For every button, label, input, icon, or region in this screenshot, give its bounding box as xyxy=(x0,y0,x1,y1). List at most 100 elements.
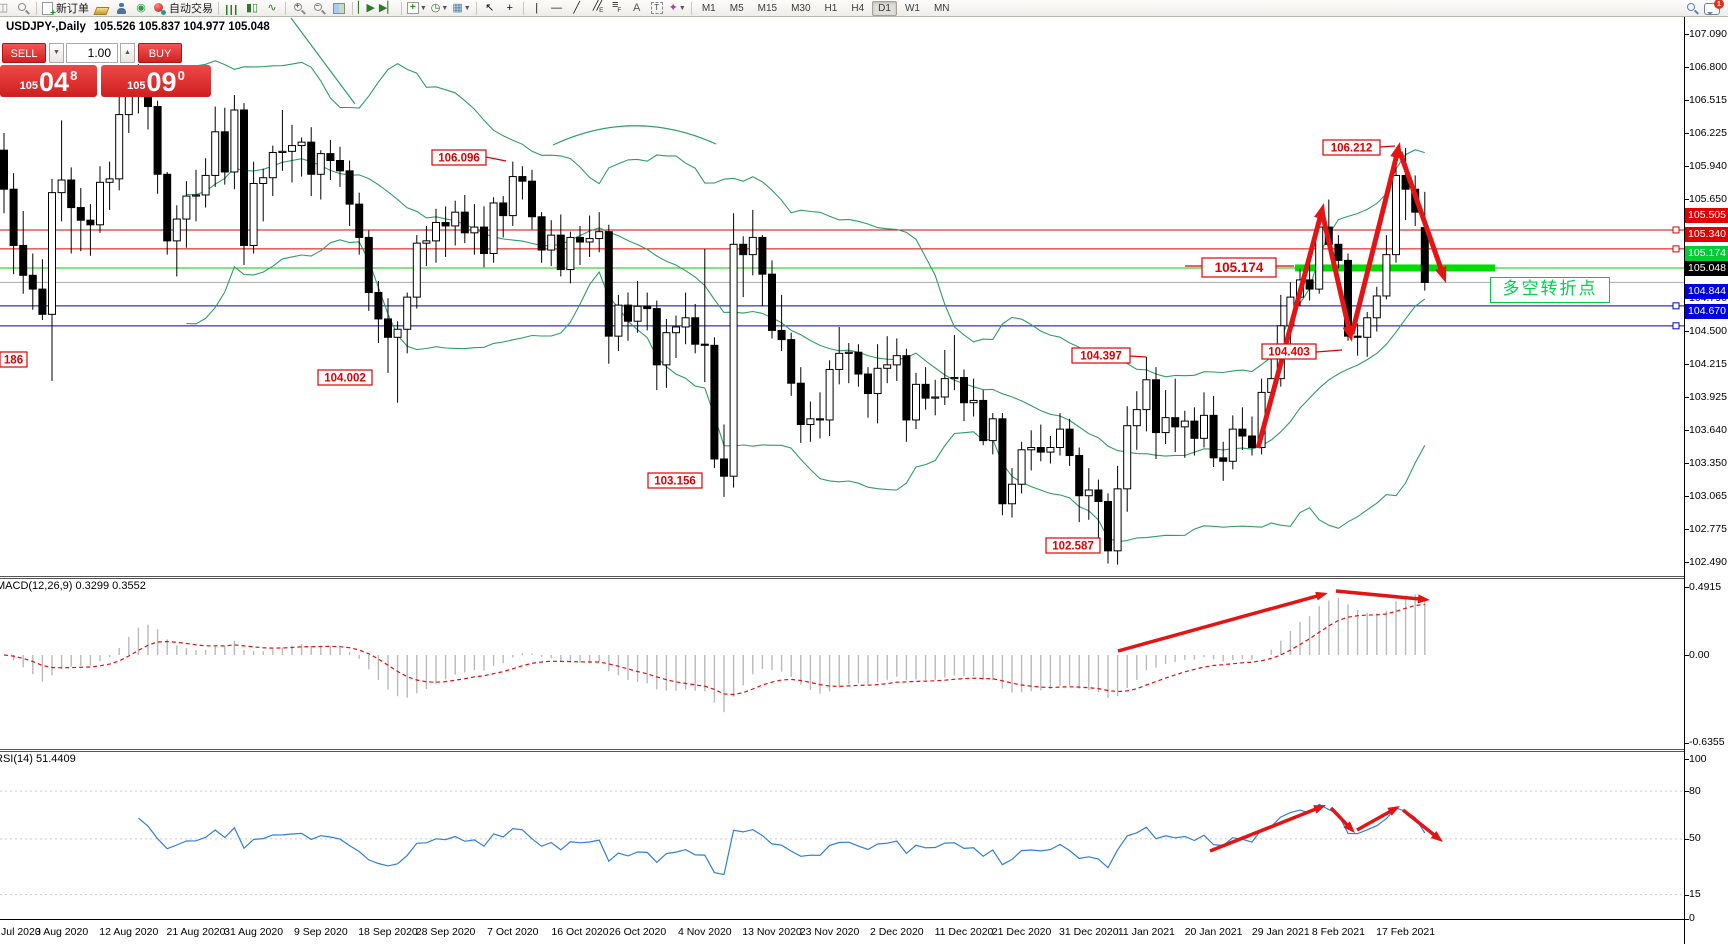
ask-price[interactable]: 105 09 0 xyxy=(101,65,211,97)
timeframe-mn[interactable]: MN xyxy=(933,2,950,14)
candle-body xyxy=(643,305,652,310)
volume-down-button[interactable]: ▼ xyxy=(49,43,64,63)
price-callout-102.587[interactable]: 102.587 xyxy=(1045,537,1101,554)
price-callout-104.002[interactable]: 104.002 xyxy=(317,369,373,386)
trend-arrow[interactable] xyxy=(1401,808,1439,839)
vertical-line-button[interactable]: | xyxy=(527,1,547,16)
volume-up-button[interactable]: ▲ xyxy=(120,43,135,63)
sell-button[interactable]: SELL xyxy=(2,43,46,63)
candle-body xyxy=(1392,174,1400,256)
date-label: 4 Nov 2020 xyxy=(677,926,732,938)
text-label-button[interactable]: T xyxy=(647,1,667,16)
crosshair-button[interactable]: + xyxy=(500,1,520,16)
bb-middle xyxy=(186,158,1426,457)
signal-button[interactable]: ◉ xyxy=(131,1,151,16)
timeframe-m30[interactable]: M30 xyxy=(791,2,811,14)
date-label: 9 Sep 2020 xyxy=(293,926,348,938)
new-order-button[interactable]: 新订单 xyxy=(40,1,91,19)
candle-body xyxy=(441,221,450,227)
autotrade-button[interactable]: 自动交易 xyxy=(151,1,215,16)
rsi-scale-label: 50 xyxy=(1689,832,1701,845)
chart-window-icon[interactable]: ◫ xyxy=(0,1,13,16)
candle-body xyxy=(1094,489,1103,502)
drawn-ellipse[interactable] xyxy=(552,125,717,146)
trend-arrow[interactable] xyxy=(1349,150,1401,335)
price-scale-label: 103.065 xyxy=(1689,489,1727,502)
candle-body xyxy=(595,231,604,240)
zoom-in-button[interactable]: + xyxy=(289,1,309,16)
timeframe-d1[interactable]: D1 xyxy=(872,0,897,16)
timeframe-m15[interactable]: M15 xyxy=(757,2,778,14)
candle-body xyxy=(662,332,671,366)
candle-body xyxy=(470,226,479,234)
templates-button[interactable]: ▦ ▼ xyxy=(450,1,472,16)
gold-button[interactable] xyxy=(91,1,111,16)
candle-body xyxy=(1056,428,1064,449)
volume-input[interactable] xyxy=(66,43,118,63)
candle-body xyxy=(374,292,383,320)
date-axis: Jul 2020 3 Aug 2020 12 Aug 2020 21 Aug 2020… xyxy=(0,920,1684,944)
buy-button[interactable]: BUY xyxy=(138,43,182,63)
trend-arrowhead xyxy=(1343,821,1355,833)
price-callout-105.174[interactable]: 105.174 xyxy=(1185,257,1294,278)
horizontal-line-button[interactable]: — xyxy=(547,1,567,16)
price-callout-106.096[interactable]: 106.096 xyxy=(431,149,507,166)
line-chart-icon: ∿ xyxy=(267,1,277,14)
candle-body xyxy=(1161,417,1170,434)
price-callout-104.403[interactable]: 104.403 xyxy=(1261,343,1343,360)
date-label: 12 Aug 2020 xyxy=(99,926,159,938)
trend-arrow[interactable] xyxy=(1397,151,1446,275)
candle-body xyxy=(1027,447,1036,451)
cursor-button[interactable]: ↖ xyxy=(480,1,500,16)
autoscroll-button[interactable]: ▏▶ xyxy=(356,1,377,16)
zoom-out-button[interactable]: − xyxy=(309,1,329,16)
price-callout-104.397[interactable]: 104.397 xyxy=(1071,347,1147,364)
price-callout-106.212[interactable]: 106.212 xyxy=(1322,139,1396,156)
timeframe-m5[interactable]: M5 xyxy=(729,2,744,14)
candle-body xyxy=(844,351,853,354)
trendline-button[interactable]: ╱ xyxy=(567,1,587,16)
annotation-note[interactable]: 多空转折点 xyxy=(1490,277,1610,303)
candle-body xyxy=(691,317,700,345)
line-chart-button[interactable]: ∿ xyxy=(262,1,282,16)
trend-arrow[interactable] xyxy=(1117,593,1322,653)
arrows-button[interactable]: ✦ ▼ xyxy=(667,1,688,16)
search-button[interactable] xyxy=(1682,1,1702,16)
price-callout-103.156[interactable]: 103.156 xyxy=(647,472,703,489)
timeframe-h4[interactable]: H4 xyxy=(851,2,865,14)
timeframe-h1[interactable]: H1 xyxy=(824,2,838,14)
trend-arrow[interactable] xyxy=(1209,806,1320,853)
chart-profile-icon[interactable] xyxy=(13,1,33,16)
bars-chart-button[interactable] xyxy=(222,1,242,16)
fibonacci-button[interactable]: ≡F xyxy=(607,0,627,16)
macd-scale-label: 0.00 xyxy=(1689,648,1710,661)
tile-windows-button[interactable] xyxy=(329,1,349,16)
price-callout-186[interactable]: 186 xyxy=(0,351,28,368)
price-scale-label: 104.215 xyxy=(1689,357,1727,370)
support-band[interactable] xyxy=(1295,264,1495,272)
drawn-line[interactable] xyxy=(290,17,356,105)
chart-canvas[interactable]: 106.096 106.212 105.174 104.002 103.156 102.5… xyxy=(0,17,1728,944)
trend-arrow[interactable] xyxy=(1255,211,1324,449)
trend-arrow[interactable] xyxy=(1335,589,1423,602)
chart-window[interactable]: 106.096 106.212 105.174 104.002 103.156 102.5… xyxy=(0,17,1728,944)
candle-body xyxy=(67,179,76,209)
candle-body xyxy=(1180,420,1189,428)
trend-arrow[interactable] xyxy=(1319,211,1353,334)
support-button[interactable] xyxy=(111,1,131,16)
svg-text:103.156: 103.156 xyxy=(654,476,696,488)
chart-shift-button[interactable]: ▶▏ xyxy=(377,1,398,16)
timeframe-m1[interactable]: M1 xyxy=(701,2,716,14)
bid-price[interactable]: 105 04 8 xyxy=(0,65,97,97)
trend-arrow[interactable] xyxy=(1356,807,1395,832)
autotrade-button-label: 自动交易 xyxy=(169,3,213,15)
channel-button[interactable]: ╱╱E xyxy=(587,0,607,16)
indicators-button[interactable]: + ▼ xyxy=(405,1,429,16)
timeframe-w1[interactable]: W1 xyxy=(904,2,920,14)
candles-chart-button[interactable]: ▮▯ xyxy=(242,1,262,16)
periods-button[interactable]: ◷ ▼ xyxy=(429,1,451,16)
text-button[interactable]: A xyxy=(627,1,647,16)
candle-body xyxy=(489,202,498,254)
bars-chart-icon xyxy=(225,4,239,15)
chat-button[interactable]: 1 xyxy=(1702,0,1724,16)
